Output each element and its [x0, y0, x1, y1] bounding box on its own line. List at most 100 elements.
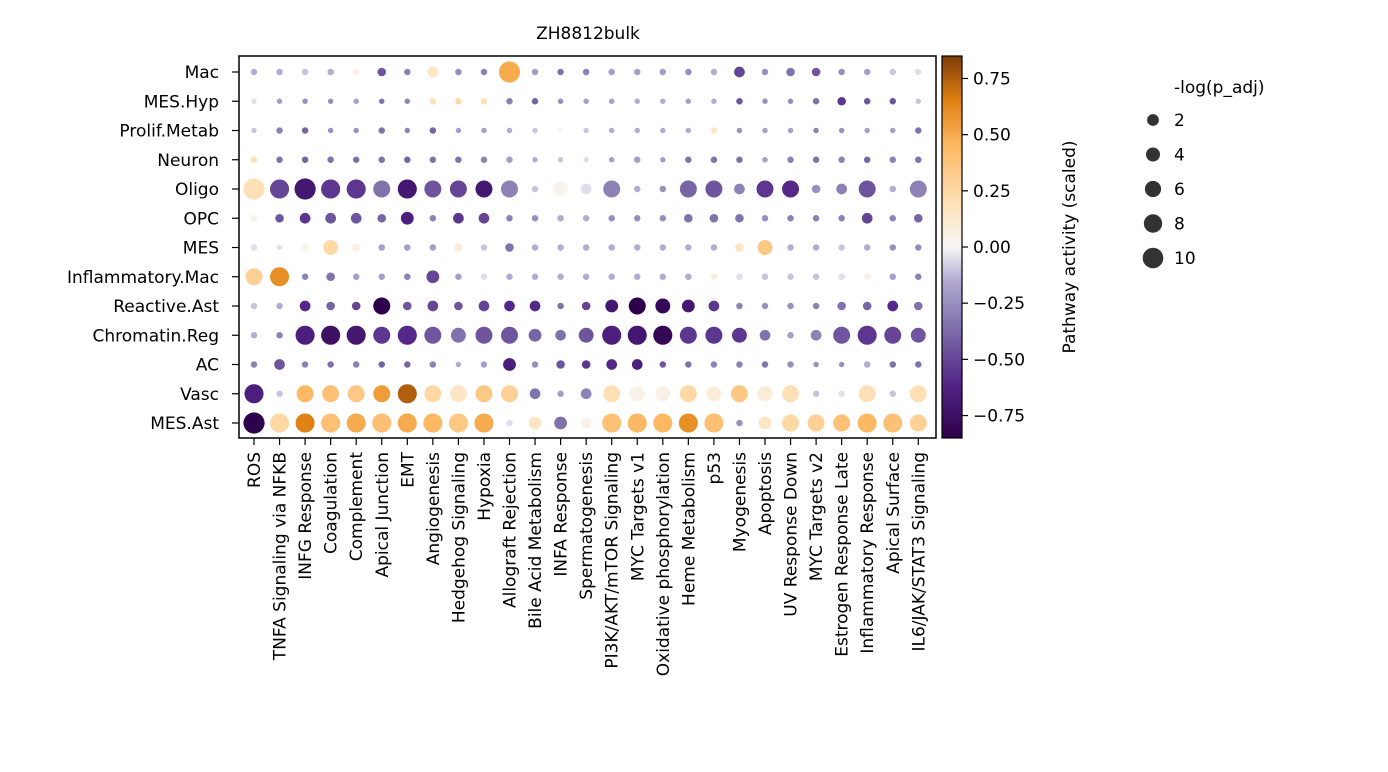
dot	[679, 326, 697, 344]
dot	[554, 416, 567, 430]
row-label: MES.Hyp	[144, 92, 219, 112]
dot	[603, 385, 621, 403]
dot	[634, 127, 640, 134]
size-legend-label: 2	[1174, 111, 1185, 131]
row-label: MES.Ast	[150, 414, 219, 434]
row-label: Mac	[185, 63, 219, 83]
dot	[580, 388, 592, 400]
column-label: PI3K/AKT/mTOR Signaling	[603, 452, 623, 669]
dot	[889, 68, 896, 76]
dot	[351, 243, 361, 252]
dot	[275, 213, 284, 223]
dot	[736, 273, 743, 280]
dot	[301, 127, 309, 134]
column-label: Coagulation	[322, 452, 342, 554]
dot	[864, 127, 870, 134]
dot	[251, 127, 257, 134]
dot	[889, 273, 896, 280]
dot	[327, 98, 334, 104]
dot	[660, 127, 666, 134]
dot	[889, 156, 896, 163]
colorbar-tick-label: 0.50	[973, 126, 1011, 146]
dot	[909, 180, 927, 198]
dot	[655, 386, 671, 402]
dot	[555, 329, 566, 341]
dot	[505, 243, 514, 252]
dot	[812, 273, 820, 280]
dot	[480, 273, 488, 280]
dot	[352, 68, 360, 76]
dot	[685, 361, 692, 368]
dot	[708, 300, 720, 312]
dot	[378, 156, 385, 163]
dot	[782, 385, 800, 403]
dot	[858, 385, 876, 403]
dot	[762, 127, 768, 134]
dot	[782, 180, 800, 198]
dot	[323, 240, 339, 255]
dot	[424, 180, 442, 198]
dot	[347, 385, 365, 403]
dot	[295, 325, 315, 345]
dot	[378, 273, 385, 280]
size-legend-label: 10	[1174, 249, 1196, 269]
dot	[837, 96, 846, 106]
dot	[299, 212, 311, 224]
dot	[807, 414, 825, 432]
row-label: AC	[196, 356, 219, 376]
dot	[243, 412, 265, 434]
column-label: Oxidative phosphorylation	[654, 452, 674, 676]
column-label: Allograft Rejection	[501, 452, 521, 608]
dot	[250, 302, 258, 310]
chart-title: ZH8812bulk	[536, 24, 640, 44]
dot	[498, 61, 521, 83]
dot	[557, 98, 564, 104]
dot	[833, 326, 851, 344]
dot	[813, 361, 819, 368]
dot	[863, 98, 871, 105]
dot	[883, 413, 903, 433]
dot	[301, 361, 309, 368]
row-label: Reactive.Ast	[113, 297, 219, 317]
dot	[404, 68, 411, 76]
colorbar	[941, 55, 963, 439]
column-label: Complement	[347, 452, 367, 562]
dot	[454, 301, 463, 311]
dot	[583, 98, 589, 104]
dot	[270, 413, 290, 433]
dot	[301, 156, 309, 163]
dot	[274, 359, 285, 370]
dot	[659, 361, 667, 368]
dot	[608, 244, 615, 251]
dot	[276, 244, 283, 251]
dot	[429, 98, 437, 105]
dot	[404, 98, 411, 104]
dot	[429, 361, 437, 368]
dot	[812, 156, 820, 163]
column-label: INFG Response	[296, 452, 316, 580]
dot	[628, 297, 646, 315]
column-label: Angiogenesis	[424, 452, 444, 565]
dot	[373, 385, 391, 403]
dot	[787, 302, 794, 310]
dot	[475, 385, 493, 403]
dot	[531, 361, 539, 368]
dot	[734, 66, 745, 78]
dot	[397, 384, 417, 404]
column-label: ROS	[245, 452, 265, 488]
dot	[857, 413, 877, 433]
dot	[581, 301, 591, 311]
dot	[400, 211, 414, 225]
dot	[863, 273, 871, 280]
dot	[685, 244, 692, 251]
column-label: TNFA Signaling via NFKB	[271, 452, 291, 661]
dot	[427, 300, 439, 312]
dot	[423, 413, 443, 433]
dot	[889, 244, 896, 251]
dot	[582, 215, 590, 222]
size-legend-dot	[1144, 180, 1162, 198]
dot	[889, 390, 896, 397]
dot	[910, 327, 926, 343]
row-label: OPC	[183, 209, 219, 229]
colorbar-tick-label: 0.00	[973, 238, 1011, 258]
